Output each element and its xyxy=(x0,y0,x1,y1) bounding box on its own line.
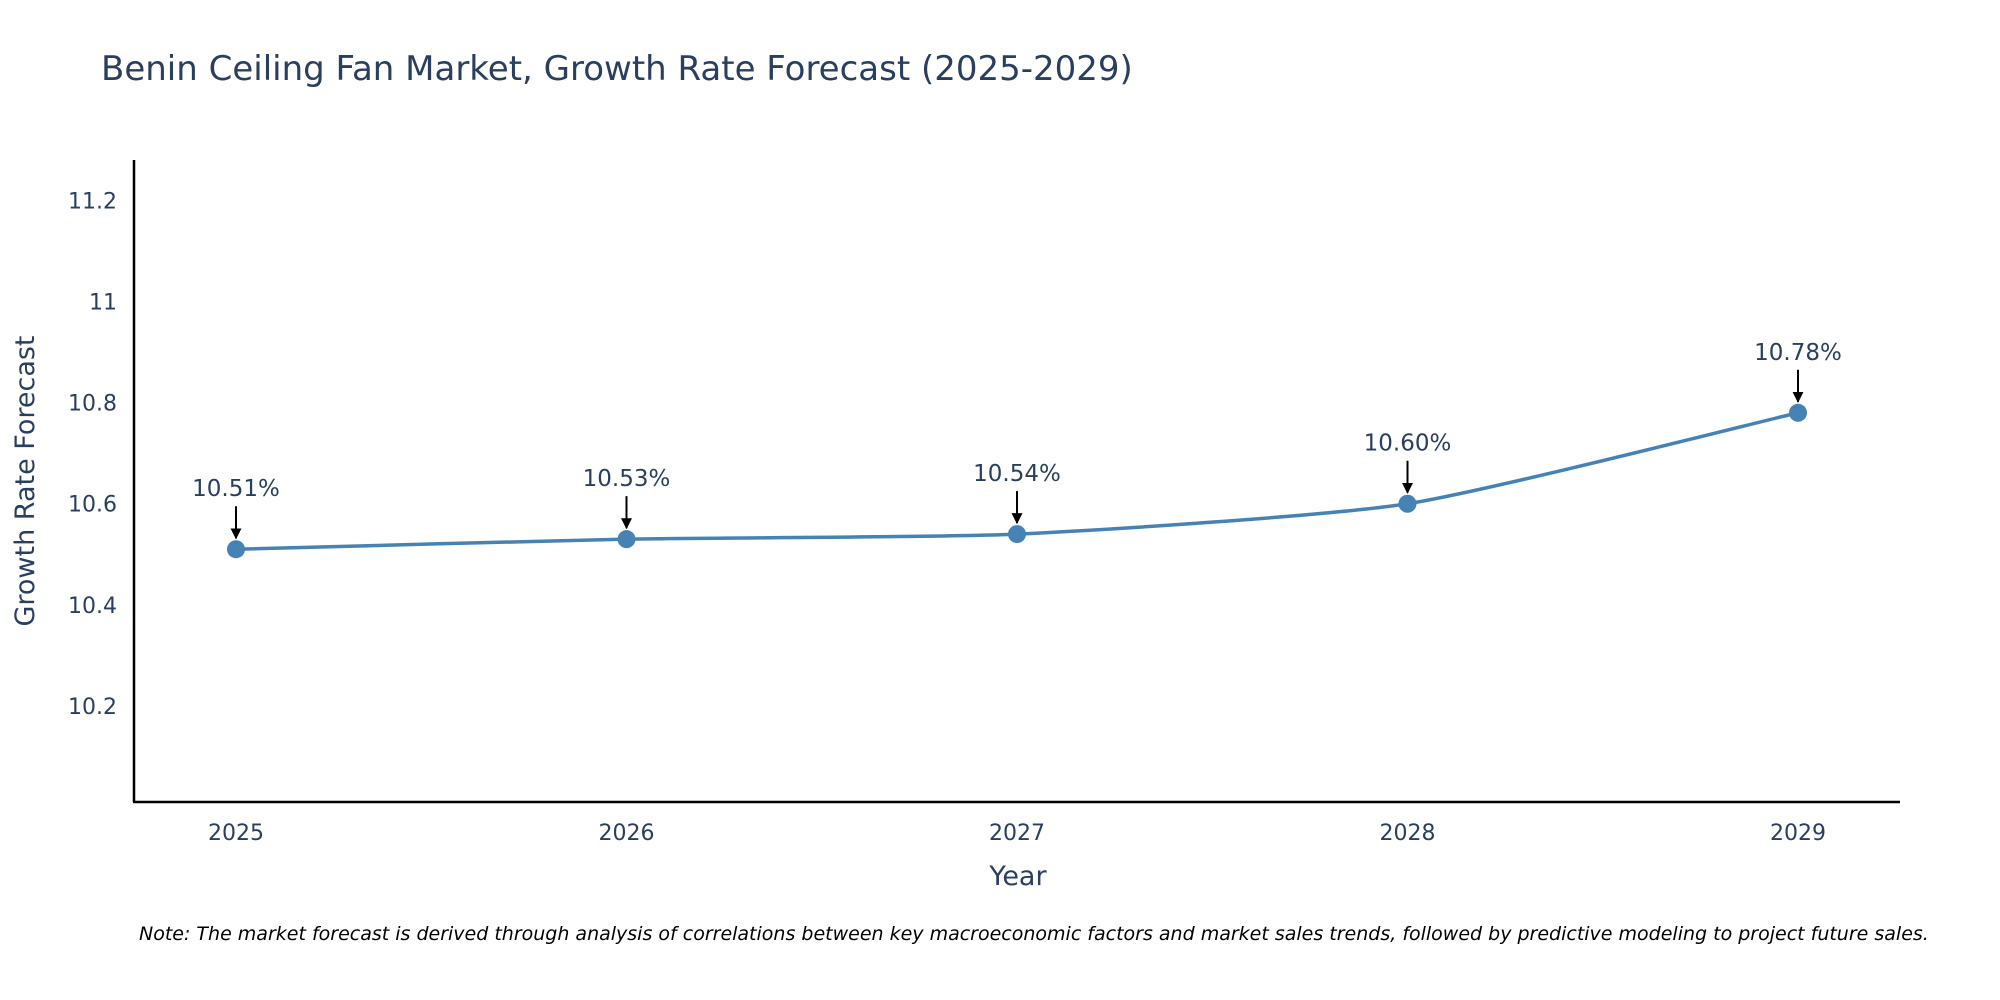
y-tick-label: 10.4 xyxy=(68,594,117,619)
y-tick-label: 11.2 xyxy=(68,189,117,214)
y-axis-title: Growth Rate Forecast xyxy=(10,335,41,626)
x-tick-label: 2027 xyxy=(989,821,1045,846)
data-label: 10.54% xyxy=(973,461,1061,487)
data-label: 10.53% xyxy=(583,466,671,492)
chart-title: Benin Ceiling Fan Market, Growth Rate Fo… xyxy=(101,49,1133,89)
x-axis-ticks: 2025 2026 2027 2028 2029 xyxy=(208,821,1826,846)
data-label: 10.78% xyxy=(1754,340,1842,366)
data-annotations: 10.51% 10.53% 10.54% 10.60% 10.78% xyxy=(192,340,1842,538)
data-point xyxy=(618,530,636,548)
x-tick-label: 2029 xyxy=(1770,821,1826,846)
x-tick-label: 2026 xyxy=(599,821,655,846)
footnote: Note: The market forecast is derived thr… xyxy=(139,923,1929,945)
line-chart: Benin Ceiling Fan Market, Growth Rate Fo… xyxy=(0,0,2000,1000)
y-tick-label: 10.2 xyxy=(68,695,117,720)
data-point xyxy=(1789,404,1807,422)
x-tick-label: 2028 xyxy=(1380,821,1436,846)
y-tick-label: 10.8 xyxy=(68,392,117,417)
data-point xyxy=(1008,525,1026,543)
chart-container: Benin Ceiling Fan Market, Growth Rate Fo… xyxy=(0,0,2000,1000)
data-label: 10.60% xyxy=(1364,431,1452,457)
y-tick-label: 11 xyxy=(89,291,117,316)
x-axis-title: Year xyxy=(988,861,1047,892)
data-point xyxy=(1399,495,1417,513)
y-axis-ticks: 10.2 10.4 10.6 10.8 11 11.2 xyxy=(68,189,117,720)
x-tick-label: 2025 xyxy=(208,821,264,846)
data-label: 10.51% xyxy=(192,476,280,502)
data-point xyxy=(227,540,245,558)
y-tick-label: 10.6 xyxy=(68,493,117,518)
